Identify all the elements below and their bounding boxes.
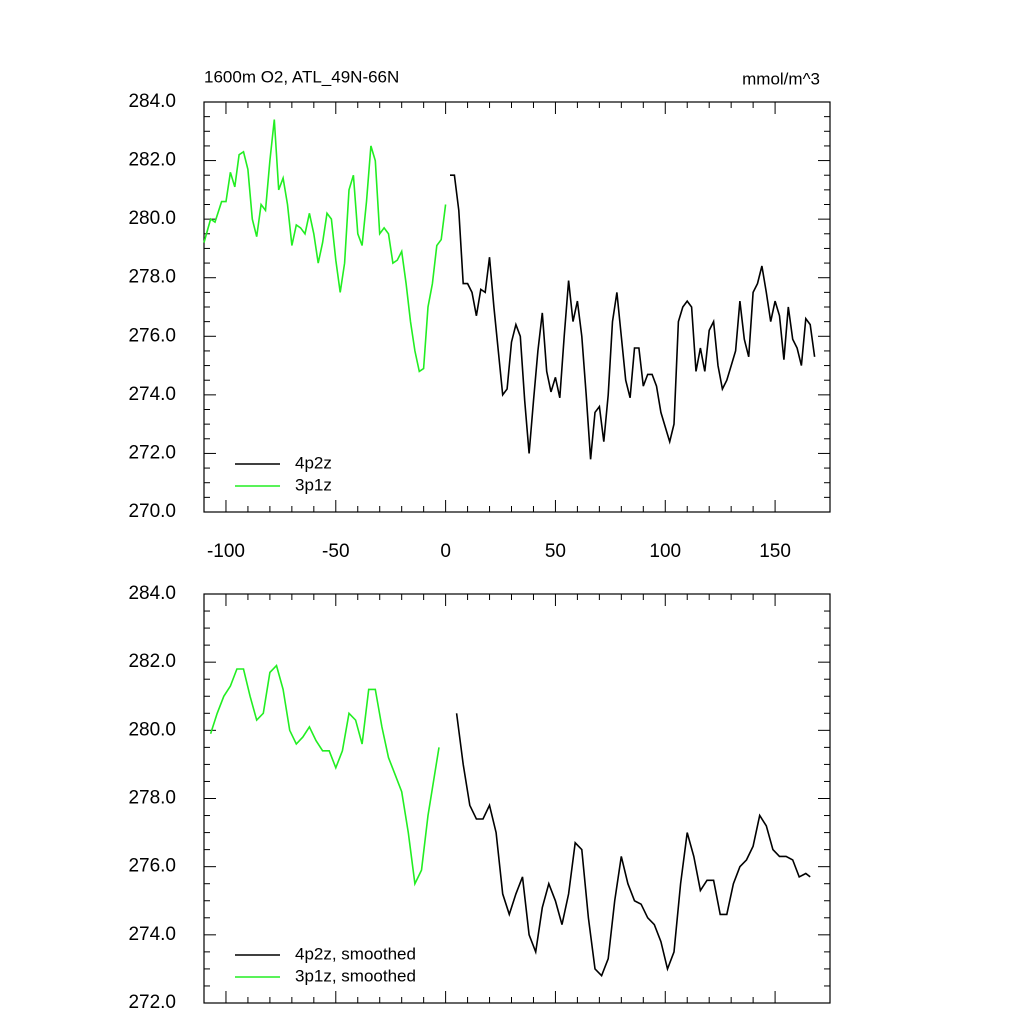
x-tick-label: 50 xyxy=(545,541,566,562)
data-line xyxy=(203,119,447,373)
y-tick-label: 284.0 xyxy=(128,91,176,112)
plot-frame xyxy=(203,593,831,1004)
y-tick-label: 282.0 xyxy=(128,651,176,672)
y-tick-label: 276.0 xyxy=(128,325,176,346)
legend-label: 4p2z xyxy=(295,453,332,472)
data-line xyxy=(455,713,811,978)
x-tick-label: 0 xyxy=(440,541,451,562)
data-line xyxy=(450,174,816,460)
x-tick-label: 150 xyxy=(759,541,791,562)
y-tick-label: 278.0 xyxy=(128,788,176,809)
y-tick-label: 270.0 xyxy=(128,501,176,522)
x-tick-label: -50 xyxy=(322,541,349,562)
legend-label: 3p1z, smoothed xyxy=(295,966,416,985)
y-tick-label: 278.0 xyxy=(128,267,176,288)
y-tick-label: 282.0 xyxy=(128,150,176,171)
plot-frame xyxy=(203,101,831,513)
y-tick-label: 280.0 xyxy=(128,208,176,229)
legend-label: 3p1z xyxy=(295,475,332,494)
y-tick-label: 272.0 xyxy=(128,442,176,463)
y-tick-label: 276.0 xyxy=(128,856,176,877)
x-tick-label: -100 xyxy=(207,541,245,562)
y-tick-label: 272.0 xyxy=(128,992,176,1013)
y-tick-label: 280.0 xyxy=(128,719,176,740)
y-tick-label: 284.0 xyxy=(128,583,176,604)
data-line xyxy=(209,664,440,887)
x-tick-label: 100 xyxy=(649,541,681,562)
units-label: mmol/m^3 xyxy=(742,69,820,88)
chart-title: 1600m O2, ATL_49N-66N xyxy=(204,67,399,86)
y-tick-label: 274.0 xyxy=(128,924,176,945)
y-tick-label: 274.0 xyxy=(128,384,176,405)
legend-label: 4p2z, smoothed xyxy=(295,944,416,963)
